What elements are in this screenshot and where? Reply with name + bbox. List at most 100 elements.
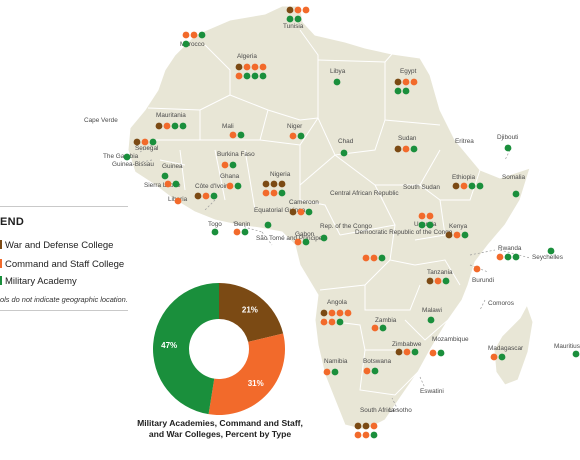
label-south-sudan: South Sudan [403, 184, 440, 191]
marker-war [426, 277, 434, 285]
label-egypt: Egypt [400, 68, 417, 75]
marker-academy [461, 231, 469, 239]
marker-command [371, 324, 379, 332]
legend-swatch-command [0, 259, 2, 268]
marker-command [251, 63, 259, 71]
legend-label-academy: Military Academy [5, 276, 77, 287]
legend-label-war: War and Defense College [5, 240, 114, 251]
label-zambia: Zambia [375, 317, 397, 324]
marker-command [362, 431, 370, 439]
legend-item-academy: Military Academy [0, 276, 77, 287]
marker-academy [331, 368, 339, 376]
marker-academy [278, 189, 286, 197]
africa-landmass [127, 5, 531, 431]
marker-academy [243, 72, 251, 80]
label-gambia: The Gambia [103, 153, 139, 160]
legend-swatch-academy [0, 276, 2, 285]
label-ghana: Ghana [220, 173, 240, 180]
label-mali: Mali [222, 123, 234, 130]
legend-top-rule [0, 206, 128, 207]
label-car: Central African Republic [330, 190, 399, 197]
marker-war [394, 145, 402, 153]
marker-command [243, 63, 251, 71]
label-eswatini: Eswatini [420, 388, 444, 395]
marker-war [394, 78, 402, 86]
marker-command [262, 189, 270, 197]
marker-command [297, 208, 305, 216]
label-algeria: Algeria [237, 53, 257, 60]
marker-command [182, 31, 190, 39]
marker-command [289, 132, 297, 140]
marker-command [453, 231, 461, 239]
country-borders [147, 29, 481, 396]
label-uganda: Uganda [414, 221, 437, 228]
label-morocco: Morocco [180, 41, 205, 48]
marker-command [496, 253, 504, 261]
label-mauritania: Mauritania [156, 112, 186, 119]
legend-item-command: Command and Staff College [0, 259, 124, 270]
donut-title: Military Academies, Command and Staff, a… [137, 418, 303, 439]
marker-academy [371, 367, 379, 375]
label-mozambique: Mozambique [432, 336, 469, 343]
marker-command [226, 182, 234, 190]
marker-academy [476, 182, 484, 190]
label-sao-tome: São Tomé and Príncipe [256, 235, 323, 242]
marker-academy [504, 253, 512, 261]
label-cote-divoire: Côte d'Ivoire [195, 183, 231, 190]
marker-academy [512, 253, 520, 261]
marker-command [174, 197, 182, 205]
marker-academy [498, 353, 506, 361]
label-tunisia: Tunisia [283, 23, 304, 30]
marker-academy [418, 221, 426, 229]
marker-command [336, 309, 344, 317]
marker-war [354, 422, 362, 430]
marker-academy [241, 228, 249, 236]
marker-command [490, 353, 498, 361]
marker-academy [370, 431, 378, 439]
marker-war [235, 63, 243, 71]
marker-command [402, 78, 410, 86]
marker-academy [379, 324, 387, 332]
marker-academy [512, 190, 520, 198]
marker-command [259, 63, 267, 71]
label-rwanda: Rwanda [498, 245, 522, 252]
label-south-africa: South Africa [360, 407, 395, 414]
marker-war [286, 6, 294, 14]
marker-command [221, 161, 229, 169]
label-guinea: Guinea [162, 163, 183, 170]
marker-academy [394, 87, 402, 95]
label-ethiopia: Ethiopia [452, 174, 476, 181]
country-markers [123, 6, 580, 439]
donut-label-war: 21% [242, 306, 258, 315]
marker-command [302, 6, 310, 14]
donut-slice-command [208, 333, 285, 415]
marker-command [402, 145, 410, 153]
marker-academy [286, 15, 294, 23]
donut-label-academy: 47% [161, 341, 177, 350]
label-burundi: Burundi [472, 277, 494, 284]
marker-command [320, 318, 328, 326]
marker-command [323, 368, 331, 376]
marker-command [418, 212, 426, 220]
label-benin: Benin [234, 221, 251, 228]
label-namibia: Namibia [324, 358, 348, 365]
leader-lines [139, 144, 531, 411]
legend-swatch-war [0, 240, 2, 249]
marker-war [262, 180, 270, 188]
marker-academy [171, 122, 179, 130]
marker-academy [251, 72, 259, 80]
donut-chart: 21% 31% 47% [153, 283, 285, 415]
marker-command [370, 254, 378, 262]
label-rep-congo: Rep. of the Congo [320, 223, 372, 230]
label-zimbabwe: Zimbabwe [392, 341, 422, 348]
label-sudan: Sudan [398, 135, 417, 142]
label-kenya: Kenya [449, 223, 468, 230]
marker-academy [149, 138, 157, 146]
marker-war [445, 231, 453, 239]
label-libya: Libya [330, 68, 346, 75]
label-gabon: Gabon [295, 231, 315, 238]
marker-academy [294, 15, 302, 23]
legend-item-war: War and Defense College [0, 240, 113, 251]
legend-bottom-rule [0, 310, 128, 311]
marker-war [278, 180, 286, 188]
